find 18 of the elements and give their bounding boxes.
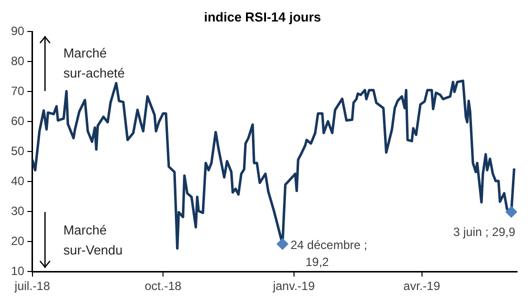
x-tick-label: oct.-18	[144, 279, 182, 294]
annotation: Marché sur-acheté	[63, 46, 125, 81]
chart-title: indice RSI-14 jours	[204, 9, 322, 24]
x-tick-label: avr.-19	[403, 279, 440, 294]
y-tick-label: 50	[10, 144, 25, 158]
y-tick-label: 80	[10, 54, 25, 68]
annotation: 24 décembre ; 19,2	[290, 238, 368, 269]
y-tick-label: 20	[10, 234, 25, 248]
y-tick-label: 10	[10, 264, 25, 278]
y-tick-label: 40	[10, 174, 25, 188]
y-tick-label: 70	[10, 84, 25, 98]
x-tick-label: juil.-18	[14, 279, 50, 294]
y-tick-label: 30	[10, 204, 25, 218]
annotation: Marché sur-Vendu	[63, 222, 123, 258]
y-tick-label: 90	[10, 24, 25, 38]
annotation: 3 juin ; 29,9	[453, 224, 516, 239]
y-tick-label: 60	[10, 114, 25, 128]
x-tick-label: janv.-19	[272, 279, 316, 294]
